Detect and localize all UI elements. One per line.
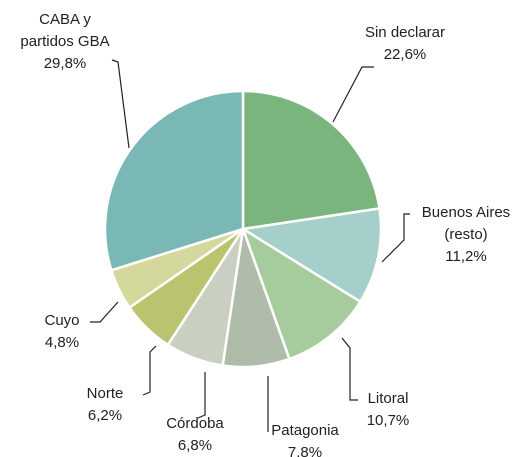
category-label: Litoral [367, 390, 409, 407]
leader-line [142, 345, 157, 396]
category-label: Buenos Aires (resto) [421, 204, 511, 243]
value-label: 6,2% [87, 407, 123, 424]
category-label: Patagonia [271, 422, 339, 439]
value-label: 10,7% [366, 412, 410, 429]
category-label: Norte [86, 385, 124, 402]
leader-line [197, 372, 206, 419]
pie-slice [241, 89, 381, 231]
leader-line [111, 59, 130, 149]
slice-label: Buenos Aires (resto) 11,2% [414, 202, 518, 268]
category-label: CABA y partidos GBA [20, 11, 110, 50]
value-label: 6,8% [177, 437, 213, 454]
slice-label: Norte 6,2% [53, 383, 157, 427]
pie-slice [239, 207, 383, 304]
slice-label: CABA y partidos GBA 29,8% [13, 9, 117, 75]
pie-slice [240, 226, 363, 361]
pie-slice [103, 89, 245, 272]
slice-label: Litoral 10,7% [336, 388, 440, 432]
value-label: 7,8% [287, 444, 323, 457]
category-label: Sin declarar [364, 24, 446, 41]
value-label: 4,8% [44, 334, 80, 351]
slice-label: Patagonia 7,8% [253, 420, 357, 457]
slice-label: Cuyo 4,8% [10, 310, 114, 354]
category-label: Cuyo [44, 312, 80, 329]
value-label: 22,6% [383, 46, 427, 63]
slice-label: Sin declarar 22,6% [353, 22, 457, 66]
leader-line [341, 337, 358, 401]
leader-line [381, 213, 410, 263]
slice-label: Córdoba 6,8% [143, 413, 247, 457]
category-label: Córdoba [166, 415, 224, 432]
value-label: 29,8% [43, 55, 87, 72]
leader-line [90, 301, 119, 323]
leader-line [332, 66, 374, 123]
value-label: 11,2% [445, 248, 487, 265]
